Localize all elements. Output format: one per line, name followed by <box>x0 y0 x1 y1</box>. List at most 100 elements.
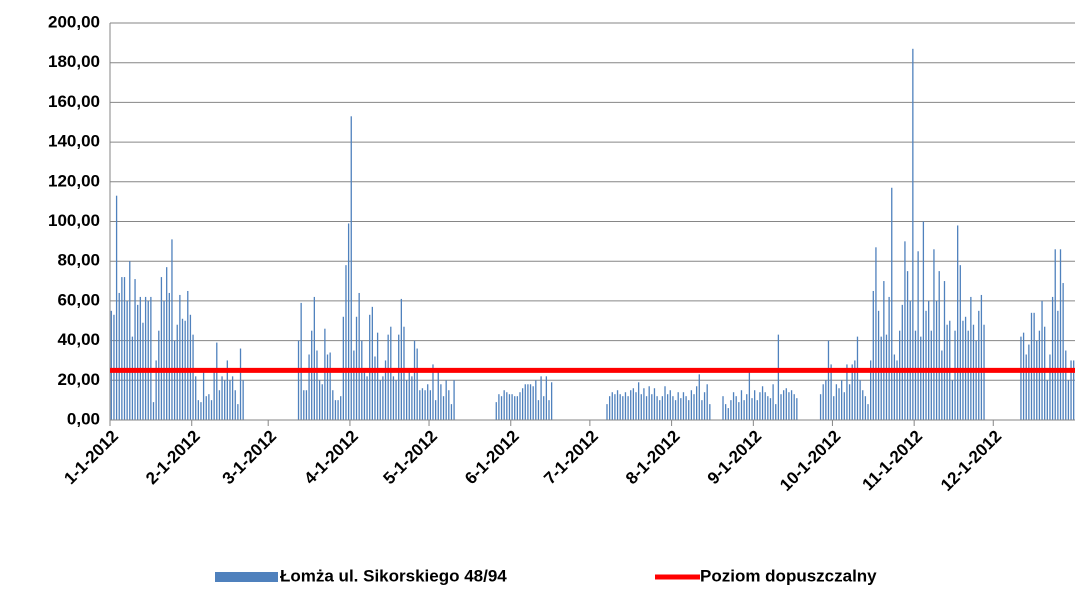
bar <box>382 376 384 420</box>
bar <box>163 300 165 420</box>
bar <box>371 306 373 420</box>
bar <box>930 330 932 420</box>
bar <box>1062 283 1064 420</box>
bar <box>769 398 772 420</box>
bar <box>405 380 408 420</box>
bar <box>524 384 526 420</box>
bar <box>877 310 880 420</box>
bar <box>666 394 669 420</box>
bar <box>347 223 350 420</box>
bar <box>398 334 400 420</box>
bar <box>155 360 157 420</box>
bar <box>672 396 674 420</box>
bar <box>413 340 416 420</box>
bar <box>706 384 708 420</box>
bar <box>901 304 903 420</box>
bar <box>166 267 168 420</box>
bar <box>498 394 500 420</box>
bar <box>519 392 521 420</box>
bar <box>1054 249 1056 420</box>
x-tick-label: 9-1-2012 <box>704 427 766 489</box>
bar <box>830 364 832 420</box>
bar <box>893 354 896 420</box>
bar <box>1028 344 1030 420</box>
bar <box>783 390 785 420</box>
bar <box>200 402 202 420</box>
bar <box>131 336 134 420</box>
bar <box>137 304 139 420</box>
bar <box>416 348 418 420</box>
bar <box>213 370 215 420</box>
bar <box>1049 354 1051 420</box>
bar <box>743 400 745 420</box>
bar <box>637 382 640 420</box>
bar <box>340 396 342 420</box>
bar <box>978 310 980 420</box>
bar <box>205 396 207 420</box>
bar <box>113 314 115 420</box>
bar <box>192 334 194 420</box>
bar <box>239 348 242 420</box>
bar <box>685 396 687 420</box>
x-tick-label: 2-1-2012 <box>142 427 204 489</box>
bar <box>384 360 387 420</box>
bar <box>1070 360 1072 420</box>
bar <box>511 394 513 420</box>
bar <box>920 336 922 420</box>
bar <box>390 326 392 420</box>
bar <box>867 404 869 420</box>
bar <box>1036 340 1038 420</box>
x-tick-label: 10-1-2012 <box>776 427 844 495</box>
bar <box>838 388 840 420</box>
bar <box>1046 380 1048 420</box>
x-tick-label: 8-1-2012 <box>622 427 684 489</box>
bar <box>411 376 413 420</box>
bar <box>434 400 437 420</box>
bar <box>764 392 766 420</box>
bar <box>843 392 845 420</box>
bar <box>545 376 548 420</box>
bar <box>334 400 337 420</box>
bar <box>150 296 152 420</box>
bar <box>532 386 534 420</box>
bar <box>819 394 822 420</box>
bar <box>237 404 239 420</box>
bar <box>324 328 326 420</box>
bar <box>695 386 698 420</box>
y-tick-label: 20,00 <box>57 370 100 389</box>
bar <box>1073 360 1075 420</box>
bar <box>400 298 402 420</box>
bar <box>928 300 930 420</box>
bar <box>427 384 429 420</box>
bar <box>899 330 901 420</box>
bar <box>1041 300 1043 420</box>
bar <box>208 394 210 420</box>
bar <box>756 400 758 420</box>
bar <box>110 310 112 420</box>
x-tick-label: 4-1-2012 <box>300 427 362 489</box>
bar <box>645 396 648 420</box>
bar <box>1057 310 1059 420</box>
bar <box>703 392 706 420</box>
bar <box>134 279 136 420</box>
bar <box>659 400 661 420</box>
bar <box>740 390 743 420</box>
bar <box>160 277 163 420</box>
bar <box>724 404 727 420</box>
bar <box>772 384 774 420</box>
bar <box>202 370 205 420</box>
bar <box>690 390 693 420</box>
bar <box>885 334 888 420</box>
bar <box>608 396 611 420</box>
bar <box>751 398 753 420</box>
bar <box>234 390 236 420</box>
bar <box>709 404 711 420</box>
y-tick-label: 80,00 <box>57 251 100 270</box>
bar <box>938 271 940 420</box>
bar <box>935 300 938 420</box>
bar <box>883 281 885 420</box>
bar <box>514 396 516 420</box>
bar <box>732 392 735 420</box>
bar <box>548 400 550 420</box>
bar <box>139 296 141 420</box>
